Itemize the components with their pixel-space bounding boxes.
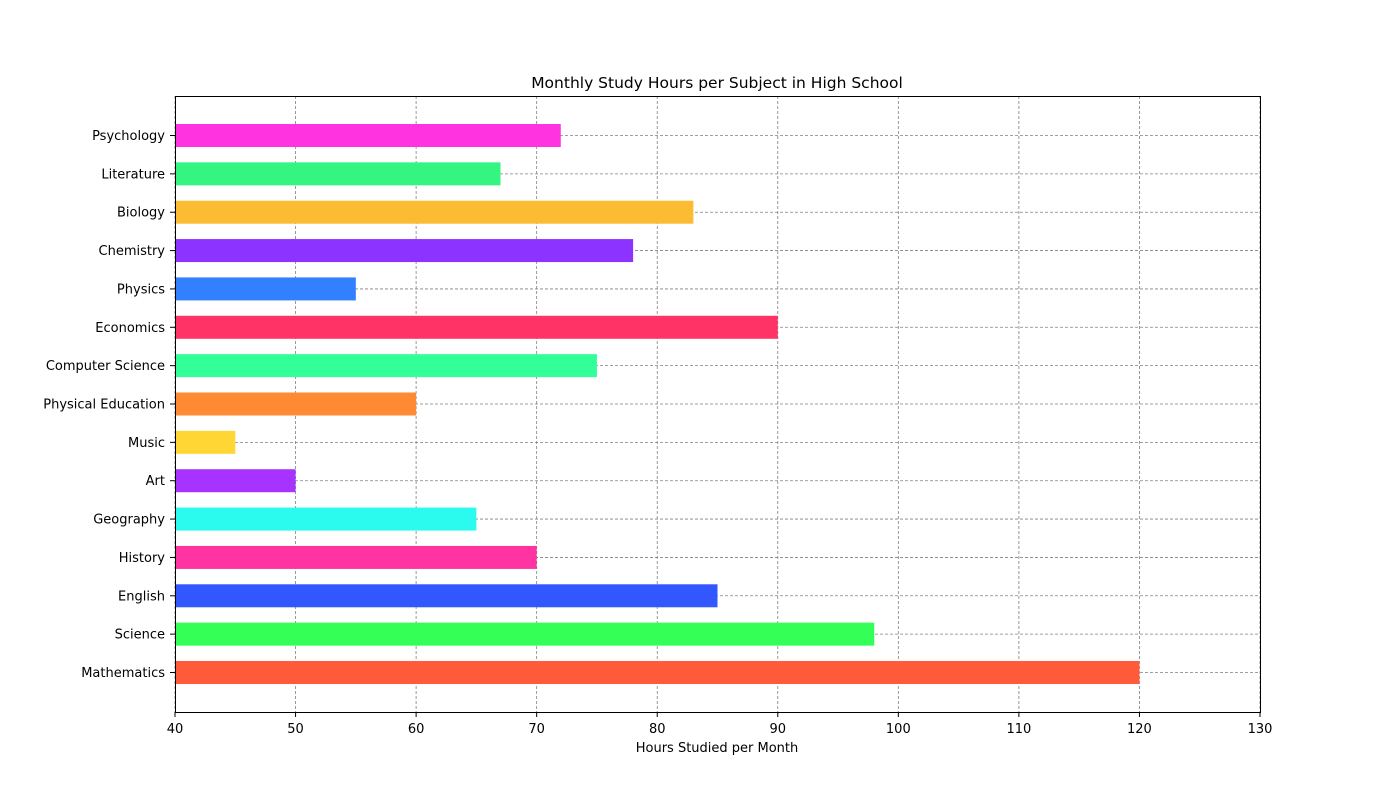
x-axis-ticks: 40 50 60 70 80 90 100 110 120 130 (167, 712, 1273, 737)
x-tick-label: 110 (1006, 722, 1031, 737)
x-tick-label: 130 (1248, 722, 1273, 737)
plot-frame (175, 96, 1261, 713)
bar-art (175, 469, 296, 493)
bar-music (175, 430, 236, 454)
x-axis-label: Hours Studied per Month (636, 741, 799, 756)
bar-history (175, 545, 537, 569)
x-tick-label: 80 (649, 722, 666, 737)
y-tick-label: Physical Education (43, 398, 165, 413)
y-tick-label: Art (146, 474, 165, 489)
y-tick-label: Biology (117, 206, 165, 221)
y-tick-label: Music (128, 436, 165, 451)
y-tick-label: Science (115, 628, 165, 643)
bar-chemistry (175, 239, 634, 263)
bar-biology (175, 200, 694, 224)
x-tick-label: 60 (408, 722, 425, 737)
y-tick-label: Psychology (92, 129, 165, 144)
bars (175, 124, 1140, 684)
bar-geography (175, 507, 477, 531)
y-tick-label: Physics (117, 282, 165, 297)
bar-psychology (175, 124, 561, 147)
y-tick-label: Computer Science (46, 359, 165, 374)
x-tick-label: 100 (886, 722, 911, 737)
x-tick-label: 120 (1127, 722, 1152, 737)
y-axis-ticks: Mathematics Science English History Geograph… (43, 129, 175, 681)
x-tick-label: 40 (167, 722, 184, 737)
x-tick-label: 90 (770, 722, 787, 737)
y-tick-label: History (119, 551, 166, 566)
y-tick-label: English (118, 589, 165, 604)
y-tick-label: Geography (93, 513, 165, 528)
bar-economics (175, 315, 778, 339)
bar-physical-education (175, 392, 417, 416)
chart-title: Monthly Study Hours per Subject in High … (531, 74, 903, 92)
y-tick-label: Chemistry (99, 244, 166, 259)
x-tick-label: 70 (528, 722, 545, 737)
bar-english (175, 584, 718, 608)
y-tick-label: Mathematics (81, 666, 165, 681)
bar-literature (175, 162, 501, 186)
y-tick-label: Literature (101, 167, 165, 182)
x-tick-label: 50 (287, 722, 304, 737)
bar-mathematics (175, 661, 1140, 684)
bar-physics (175, 277, 356, 301)
y-tick-label: Economics (95, 321, 165, 336)
bar-computer-science (175, 354, 597, 378)
bar-science (175, 622, 875, 646)
